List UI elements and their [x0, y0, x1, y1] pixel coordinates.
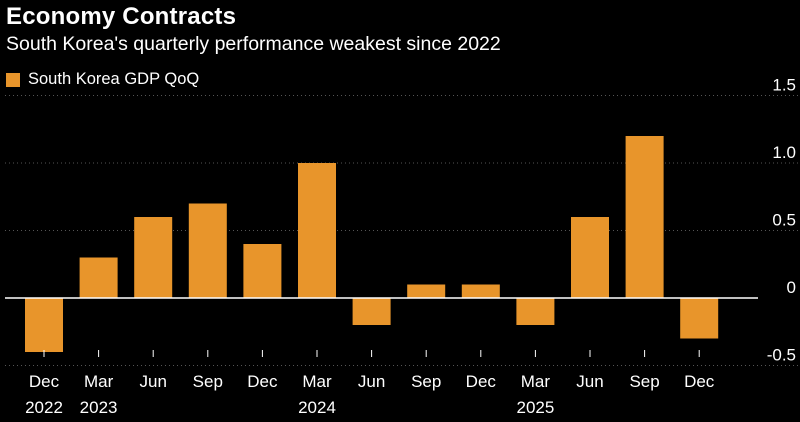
x-tick-label: Mar: [84, 372, 114, 391]
chart-title: Economy Contracts: [6, 3, 237, 30]
legend-swatch: [6, 72, 20, 87]
bar: [25, 298, 63, 352]
bar: [461, 284, 500, 298]
bar: [188, 203, 227, 298]
x-tick-label: Sep: [193, 372, 223, 391]
x-year-label: 2022: [25, 398, 63, 417]
x-tick-label: Dec: [466, 372, 497, 391]
bar: [625, 136, 664, 298]
legend-label: South Korea GDP QoQ: [28, 70, 200, 88]
bar: [134, 217, 173, 298]
x-tick-label: Jun: [358, 372, 385, 391]
x-year-label: 2023: [80, 398, 118, 417]
x-tick-label: Jun: [139, 372, 166, 391]
bar: [516, 298, 555, 325]
bar: [243, 244, 282, 298]
chart-subtitle: South Korea's quarterly performance weak…: [6, 33, 501, 55]
x-tick-label: Dec: [29, 372, 60, 391]
bar: [352, 298, 391, 325]
y-axis-ticks: 1.5 1.0 0.5 0 -0.5: [767, 76, 796, 365]
y-tick-label: 0.5: [772, 211, 796, 230]
y-tick-label: 0: [787, 278, 796, 297]
y-tick-label: -0.5: [767, 346, 796, 365]
x-tick-label: Mar: [521, 372, 551, 391]
bar: [680, 298, 719, 339]
bar: [79, 257, 118, 298]
x-year-label: 2025: [516, 398, 554, 417]
y-tick-label: 1.5: [772, 76, 796, 95]
bar: [407, 284, 446, 298]
x-year-label: 2024: [298, 398, 336, 417]
x-axis-ticks: Dec 2022 Mar 2023 Jun Sep Dec Mar 2024 Jun Sep Dec M…: [25, 350, 715, 417]
x-tick-label: Jun: [576, 372, 603, 391]
x-tick-label: Sep: [629, 372, 659, 391]
x-tick-label: Mar: [302, 372, 332, 391]
bar: [298, 163, 336, 298]
x-tick-label: Dec: [247, 372, 278, 391]
y-tick-label: 1.0: [772, 143, 796, 162]
bar: [571, 217, 609, 298]
x-tick-label: Dec: [684, 372, 715, 391]
x-tick-label: Sep: [411, 372, 441, 391]
bars: [25, 136, 719, 352]
chart-legend: South Korea GDP QoQ: [6, 70, 199, 89]
